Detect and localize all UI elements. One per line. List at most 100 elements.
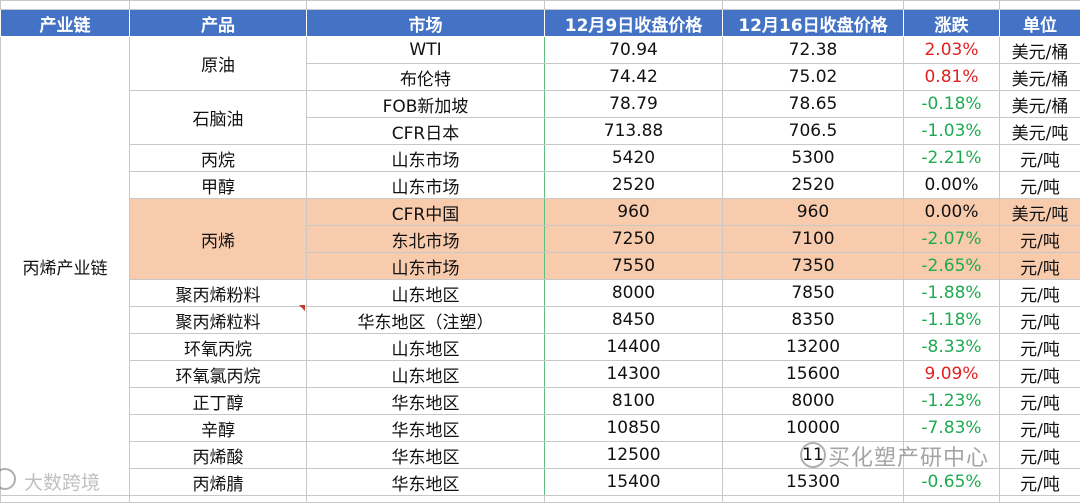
cell[interactable] (545, 496, 723, 503)
market-cell[interactable]: 山东市场 (307, 145, 545, 172)
product-cell[interactable]: 环氧丙烷 (130, 334, 307, 361)
cell[interactable] (307, 496, 545, 503)
price-dec16-cell[interactable]: 75.02 (723, 64, 904, 91)
price-dec9-cell[interactable]: 12500 (545, 442, 723, 469)
unit-cell[interactable]: 元/吨 (1000, 253, 1080, 280)
change-cell[interactable]: 0.00% (904, 199, 1000, 226)
market-cell[interactable]: 华东地区 (307, 388, 545, 415)
unit-cell[interactable]: 元/吨 (1000, 145, 1080, 172)
price-dec16-cell[interactable]: 10000 (723, 415, 904, 442)
header-product[interactable]: 产品 (130, 10, 307, 37)
product-cell[interactable]: 丙烯腈 (130, 469, 307, 496)
product-cell[interactable]: 原油 (130, 37, 307, 91)
change-cell[interactable]: -0.65% (904, 469, 1000, 496)
market-cell[interactable]: 山东地区 (307, 334, 545, 361)
market-cell[interactable]: CFR日本 (307, 118, 545, 145)
change-cell[interactable]: -2.07% (904, 226, 1000, 253)
unit-cell[interactable]: 元/吨 (1000, 226, 1080, 253)
unit-cell[interactable]: 元/吨 (1000, 442, 1080, 469)
unit-cell[interactable]: 美元/桶 (1000, 37, 1080, 64)
cell[interactable] (307, 1, 545, 10)
product-cell[interactable]: 丙烯 (130, 199, 307, 280)
unit-cell[interactable]: 美元/吨 (1000, 118, 1080, 145)
unit-cell[interactable]: 元/吨 (1000, 334, 1080, 361)
price-dec16-cell[interactable]: 15600 (723, 361, 904, 388)
price-dec16-cell[interactable]: 13200 (723, 334, 904, 361)
price-dec9-cell[interactable]: 2520 (545, 172, 723, 199)
cell[interactable] (904, 1, 1000, 10)
cell[interactable] (1, 496, 130, 503)
unit-cell[interactable]: 元/吨 (1000, 388, 1080, 415)
product-cell[interactable]: 正丁醇 (130, 388, 307, 415)
market-cell[interactable]: 华东地区 (307, 469, 545, 496)
market-cell[interactable]: CFR中国 (307, 199, 545, 226)
product-cell[interactable]: 辛醇 (130, 415, 307, 442)
market-cell[interactable]: FOB新加坡 (307, 91, 545, 118)
price-dec16-cell[interactable]: 7100 (723, 226, 904, 253)
header-price-dec16[interactable]: 12月16日收盘价格 (723, 10, 904, 37)
product-cell[interactable]: 丙烯酸 (130, 442, 307, 469)
change-cell[interactable]: -0.18% (904, 91, 1000, 118)
market-cell[interactable]: 华东地区 (307, 442, 545, 469)
market-cell[interactable]: 山东市场 (307, 172, 545, 199)
cell[interactable] (1, 1, 130, 10)
price-dec9-cell[interactable]: 8100 (545, 388, 723, 415)
change-cell[interactable]: -1.88% (904, 280, 1000, 307)
price-dec9-cell[interactable]: 8450 (545, 307, 723, 334)
change-cell[interactable]: -8.33% (904, 334, 1000, 361)
header-chain[interactable]: 产业链 (1, 10, 130, 37)
price-dec9-cell[interactable]: 960 (545, 199, 723, 226)
product-cell[interactable]: 环氧氯丙烷 (130, 361, 307, 388)
market-cell[interactable]: 华东地区 (307, 415, 545, 442)
unit-cell[interactable]: 元/吨 (1000, 469, 1080, 496)
cell[interactable] (1000, 1, 1080, 10)
cell[interactable] (545, 1, 723, 10)
change-cell[interactable]: 9.09% (904, 361, 1000, 388)
cell[interactable] (1000, 496, 1080, 503)
price-dec9-cell[interactable]: 14300 (545, 361, 723, 388)
price-dec16-cell[interactable]: 72.38 (723, 37, 904, 64)
price-dec9-cell[interactable]: 15400 (545, 469, 723, 496)
change-cell[interactable]: 0.81% (904, 64, 1000, 91)
price-dec16-cell[interactable]: 2520 (723, 172, 904, 199)
price-dec9-cell[interactable]: 78.79 (545, 91, 723, 118)
price-dec9-cell[interactable]: 7550 (545, 253, 723, 280)
price-dec9-cell[interactable]: 10850 (545, 415, 723, 442)
product-cell[interactable]: 丙烷 (130, 145, 307, 172)
unit-cell[interactable]: 美元/吨 (1000, 199, 1080, 226)
change-cell[interactable]: -2.65% (904, 253, 1000, 280)
market-cell[interactable]: 华东地区（注塑） (307, 307, 545, 334)
price-dec9-cell[interactable]: 70.94 (545, 37, 723, 64)
price-dec9-cell[interactable]: 14400 (545, 334, 723, 361)
price-dec16-cell[interactable]: 960 (723, 199, 904, 226)
price-dec16-cell[interactable]: 5300 (723, 145, 904, 172)
unit-cell[interactable]: 元/吨 (1000, 172, 1080, 199)
market-cell[interactable]: 布伦特 (307, 64, 545, 91)
product-cell[interactable]: 聚丙烯粒料 (130, 307, 307, 334)
cell[interactable] (904, 496, 1000, 503)
price-dec16-cell[interactable]: 78.65 (723, 91, 904, 118)
comment-indicator[interactable] (299, 305, 305, 311)
header-change[interactable]: 涨跌 (904, 10, 1000, 37)
price-dec9-cell[interactable]: 5420 (545, 145, 723, 172)
price-dec16-cell[interactable]: 15300 (723, 469, 904, 496)
unit-cell[interactable]: 元/吨 (1000, 361, 1080, 388)
market-cell[interactable]: WTI (307, 37, 545, 64)
header-unit[interactable]: 单位 (1000, 10, 1080, 37)
market-cell[interactable]: 山东市场 (307, 253, 545, 280)
unit-cell[interactable]: 美元/桶 (1000, 64, 1080, 91)
change-cell[interactable]: -7.83% (904, 415, 1000, 442)
header-price-dec9[interactable]: 12月9日收盘价格 (545, 10, 723, 37)
cell[interactable] (130, 496, 307, 503)
chain-cell[interactable]: 丙烯产业链 (1, 37, 130, 496)
price-dec16-cell[interactable]: 7350 (723, 253, 904, 280)
price-dec16-cell[interactable]: 8000 (723, 388, 904, 415)
change-cell[interactable]: -2.21% (904, 145, 1000, 172)
price-dec16-cell[interactable]: 706.5 (723, 118, 904, 145)
product-cell[interactable]: 聚丙烯粉料 (130, 280, 307, 307)
price-dec9-cell[interactable]: 8000 (545, 280, 723, 307)
price-dec9-cell[interactable]: 7250 (545, 226, 723, 253)
market-cell[interactable]: 东北市场 (307, 226, 545, 253)
cell[interactable] (723, 1, 904, 10)
unit-cell[interactable]: 元/吨 (1000, 280, 1080, 307)
